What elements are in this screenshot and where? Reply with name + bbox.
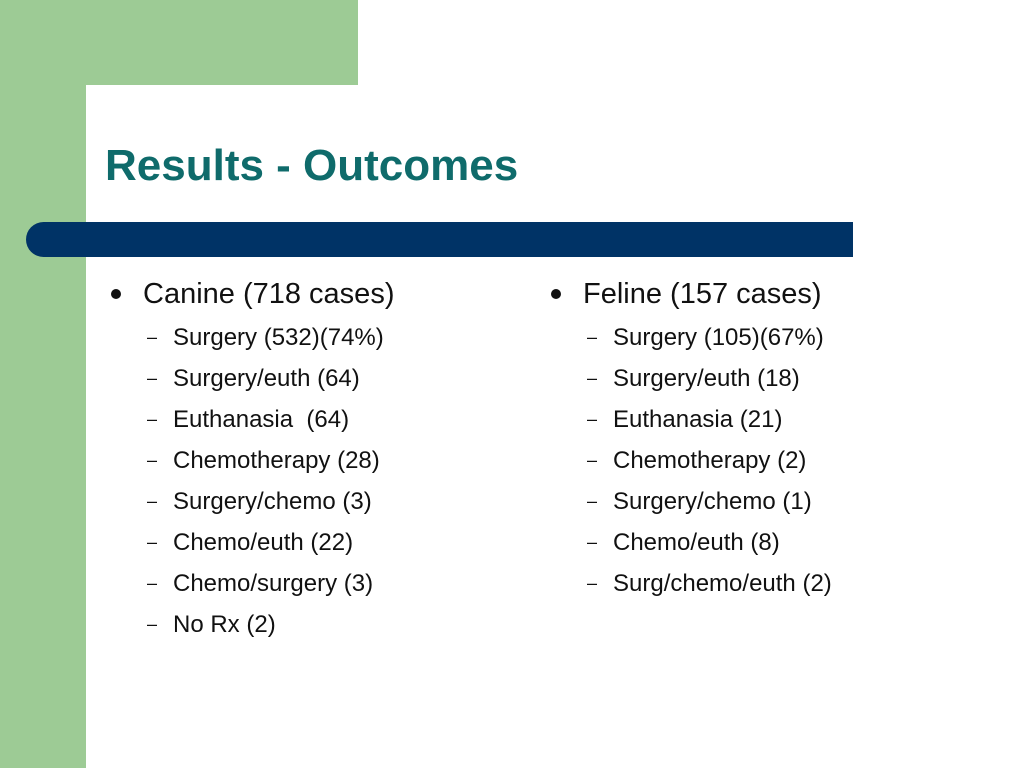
list-item: – Chemotherapy (28) (105, 440, 525, 481)
dash-icon: – (146, 573, 157, 593)
dash-icon: – (586, 532, 597, 552)
list-item: – Chemotherapy (2) (545, 440, 985, 481)
list-item: – Chemo/euth (22) (105, 522, 525, 563)
dash-icon: – (586, 450, 597, 470)
dash-icon: – (146, 532, 157, 552)
canine-outcome-list: – Surgery (532)(74%) – Surgery/euth (64) –… (105, 317, 525, 645)
list-item: – Surgery/chemo (1) (545, 481, 985, 522)
feline-bullet-item: Feline (157 cases) (545, 272, 985, 316)
green-side-accent (0, 0, 86, 768)
canine-heading: Canine (718 cases) (143, 277, 395, 310)
list-item: – Euthanasia (64) (105, 399, 525, 440)
feline-outcome-list: – Surgery (105)(67%) – Surgery/euth (18) –… (545, 317, 985, 604)
list-item: – No Rx (2) (105, 604, 525, 645)
bullet-icon (111, 289, 121, 299)
dash-icon: – (146, 409, 157, 429)
dash-icon: – (146, 327, 157, 347)
list-item: – Surgery (105)(67%) (545, 317, 985, 358)
list-item: – Surgery/euth (64) (105, 358, 525, 399)
content-panel (86, 85, 1024, 768)
dash-icon: – (146, 450, 157, 470)
list-item: – Surgery (532)(74%) (105, 317, 525, 358)
list-item: – Chemo/euth (8) (545, 522, 985, 563)
bullet-icon (551, 289, 561, 299)
dash-icon: – (586, 573, 597, 593)
list-item: – Euthanasia (21) (545, 399, 985, 440)
title-underline-bar (26, 222, 853, 257)
dash-icon: – (586, 409, 597, 429)
list-item: – Surgery/euth (18) (545, 358, 985, 399)
dash-icon: – (586, 368, 597, 388)
dash-icon: – (146, 614, 157, 634)
canine-bullet-item: Canine (718 cases) (105, 272, 525, 316)
dash-icon: – (586, 327, 597, 347)
feline-heading: Feline (157 cases) (583, 277, 822, 310)
dash-icon: – (146, 491, 157, 511)
list-item: – Surg/chemo/euth (2) (545, 563, 985, 604)
slide-title: Results - Outcomes (105, 141, 519, 190)
dash-icon: – (586, 491, 597, 511)
dash-icon: – (146, 368, 157, 388)
canine-column: Canine (718 cases) – Surgery (532)(74%) –… (105, 272, 525, 645)
green-top-accent (0, 0, 358, 85)
list-item: – Surgery/chemo (3) (105, 481, 525, 522)
feline-column: Feline (157 cases) – Surgery (105)(67%) –… (545, 272, 985, 604)
list-item: – Chemo/surgery (3) (105, 563, 525, 604)
